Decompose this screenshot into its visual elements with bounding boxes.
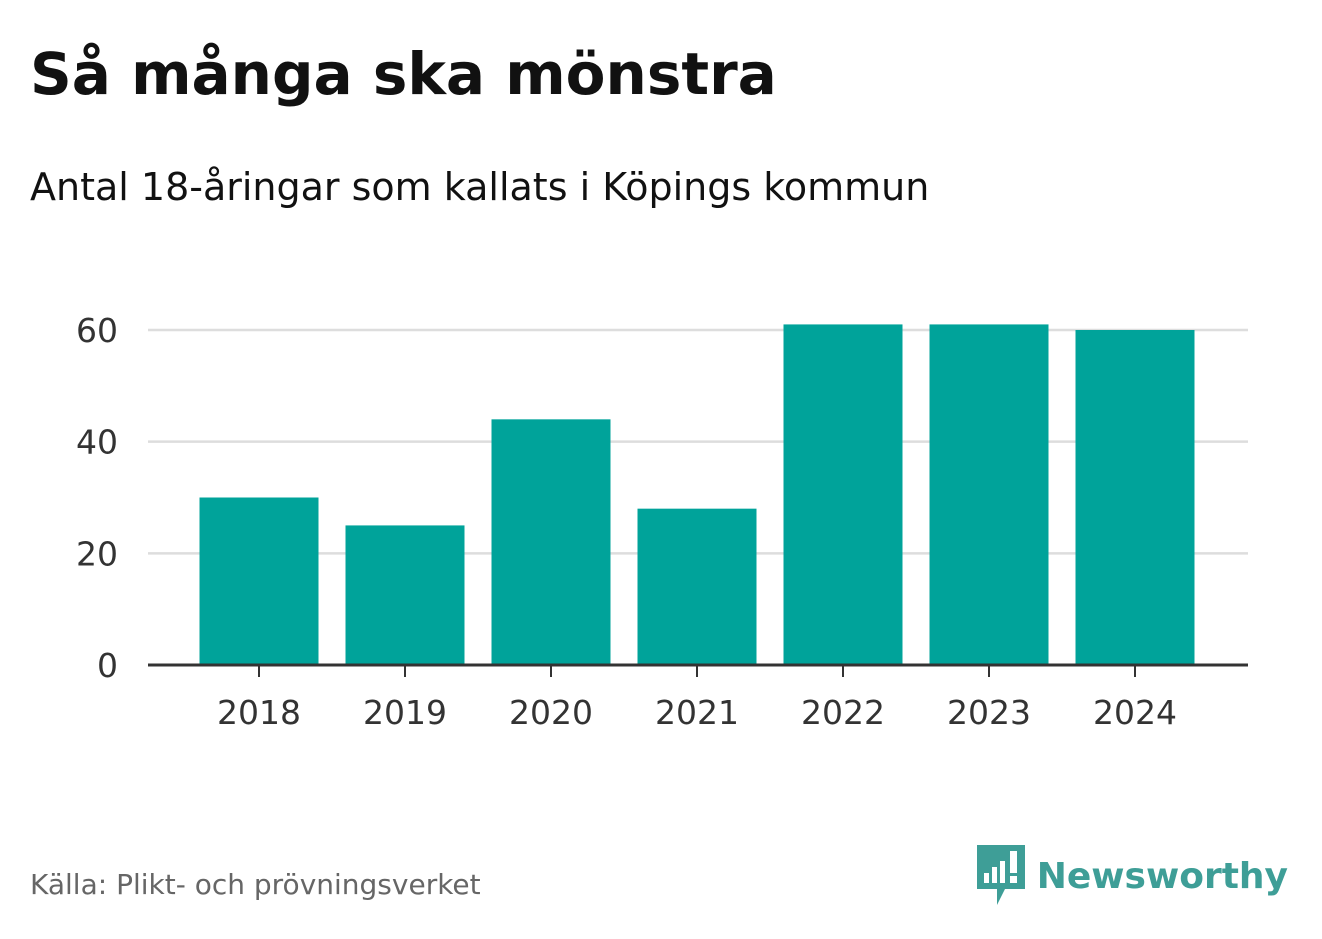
x-tick-label-2019: 2019: [363, 693, 447, 732]
brand-name: Newsworthy: [1036, 855, 1288, 897]
x-tick-label-2022: 2022: [801, 693, 885, 732]
bar-2019: [345, 525, 465, 665]
bar-layer: [199, 324, 1195, 665]
brand-logo: Newsworthy: [976, 845, 1288, 907]
bar-2018: [199, 497, 319, 665]
x-tick-label-2020: 2020: [509, 693, 593, 732]
bar-2023: [929, 324, 1049, 665]
axis-layer: [148, 663, 1248, 677]
bar-2024: [1075, 330, 1195, 665]
bar-2022: [783, 324, 903, 665]
x-tick-label-2021: 2021: [655, 693, 739, 732]
bar-2021: [637, 508, 757, 665]
chart-subtitle: Antal 18-åringar som kallats i Köpings k…: [30, 165, 930, 209]
y-tick-label-40: 40: [76, 423, 118, 462]
y-tick-label-20: 20: [76, 534, 118, 573]
label-layer: 0 20 40 60 2018 2019 2020 2021 2022 2023 2024: [76, 311, 1177, 732]
y-tick-label-60: 60: [76, 311, 118, 350]
x-tick-label-2018: 2018: [217, 693, 301, 732]
x-tick-label-2023: 2023: [947, 693, 1031, 732]
y-tick-label-0: 0: [97, 646, 118, 685]
chart-title: Så många ska mönstra: [30, 40, 777, 108]
newsworthy-logo-icon: [976, 845, 1025, 905]
x-tick-label-2024: 2024: [1093, 693, 1177, 732]
source-note: Källa: Plikt- och prövningsverket: [30, 868, 481, 901]
bar-2020: [491, 419, 611, 665]
